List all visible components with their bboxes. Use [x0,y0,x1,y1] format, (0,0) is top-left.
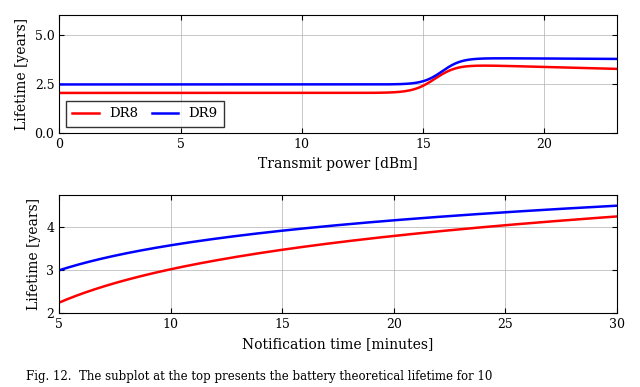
DR9 [513,209,520,214]
DR9 [613,57,621,61]
DR9 [321,224,328,229]
Y-axis label: Lifetime [years]: Lifetime [years] [27,198,41,310]
DR8 [597,66,605,71]
DR8 [326,91,334,95]
DR8 [324,241,332,246]
DR8 [597,66,605,71]
DR8 [312,91,319,95]
DR9 [84,82,92,87]
DR8 [357,237,365,242]
DR8 [513,222,520,227]
DR9 [495,56,502,61]
X-axis label: Transmit power [dBm]: Transmit power [dBm] [259,157,418,171]
Y-axis label: Lifetime [years]: Lifetime [years] [15,18,29,130]
DR8 [56,91,63,95]
DR8 [495,63,502,68]
Line: DR8: DR8 [60,216,617,303]
DR9 [56,82,63,87]
Line: DR8: DR8 [60,66,617,93]
DR9 [498,56,506,61]
DR8 [387,234,395,238]
DR9 [600,204,607,209]
X-axis label: Notification time [minutes]: Notification time [minutes] [243,337,434,351]
DR8 [613,67,621,71]
DR9 [597,57,605,61]
Legend: DR8, DR9: DR8, DR9 [66,101,224,127]
DR8 [84,91,92,95]
DR9 [387,218,395,223]
DR8 [56,300,63,305]
DR9 [56,268,63,272]
DR9 [326,82,334,87]
Line: DR9: DR9 [60,205,617,270]
DR9 [357,221,365,225]
Text: Fig. 12.  The subplot at the top presents the battery theoretical lifetime for 1: Fig. 12. The subplot at the top presents… [26,370,492,383]
DR8 [613,214,621,219]
DR9 [324,224,332,228]
DR9 [597,57,605,61]
DR8 [600,215,607,220]
DR9 [312,82,319,87]
DR9 [613,203,621,208]
DR8 [321,242,328,247]
Line: DR9: DR9 [60,58,617,84]
DR8 [481,63,488,68]
